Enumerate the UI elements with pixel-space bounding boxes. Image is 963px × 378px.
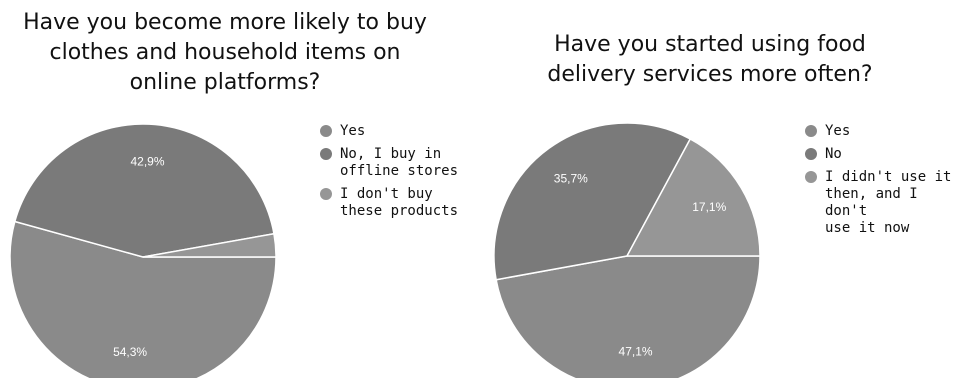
pie-slice — [495, 255, 761, 378]
pie-slice — [142, 232, 277, 258]
legend-label: No, I buy in offline stores — [340, 146, 459, 179]
legend: Yes No, I buy in offline stores I don't buy… — [320, 123, 480, 226]
chart-clothes-household: Have you become more likely to buy cloth… — [0, 0, 480, 378]
legend-item: No — [805, 146, 963, 163]
pie-chart: 54,3% 42,9% — [9, 123, 277, 378]
legend-label: I don't buy these products — [340, 186, 459, 219]
legend-label: Yes — [340, 123, 366, 139]
legend-item: No, I buy in offline stores — [320, 146, 480, 180]
pie-slice — [493, 122, 692, 281]
slice-data-label: 42,9% — [130, 154, 164, 168]
legend-swatch — [805, 125, 817, 137]
legend-swatch — [320, 148, 332, 160]
chart-title: Have you started using food delivery ser… — [547, 32, 873, 87]
pie-slice — [13, 123, 275, 258]
legend-item: I don't buy these products — [320, 186, 480, 220]
chart-food-delivery: Have you started using food delivery ser… — [480, 0, 963, 378]
slice-data-label: 17,1% — [692, 200, 726, 214]
legend-swatch — [320, 125, 332, 137]
pie-slice — [9, 220, 277, 378]
legend: Yes No I didn't use it then, and I don't use… — [805, 123, 963, 243]
legend-item: I didn't use it then, and I don't use it n… — [805, 169, 963, 237]
legend-item: Yes — [320, 123, 480, 140]
slice-data-label: 35,7% — [554, 171, 588, 185]
legend-item: Yes — [805, 123, 963, 140]
legend-swatch — [805, 148, 817, 160]
chart-title: Have you become more likely to buy cloth… — [23, 10, 427, 95]
legend-label: Yes — [825, 123, 851, 139]
pie-slice — [625, 137, 761, 257]
legend-swatch — [320, 188, 332, 200]
slice-data-label: 47,1% — [619, 344, 653, 358]
pie-chart: 47,1% 35,7% 17,1% — [493, 122, 761, 378]
legend-label: I didn't use it then, and I don't use it n… — [825, 169, 952, 236]
slice-data-label: 54,3% — [113, 345, 147, 359]
legend-swatch — [805, 171, 817, 183]
legend-label: No — [825, 146, 842, 162]
